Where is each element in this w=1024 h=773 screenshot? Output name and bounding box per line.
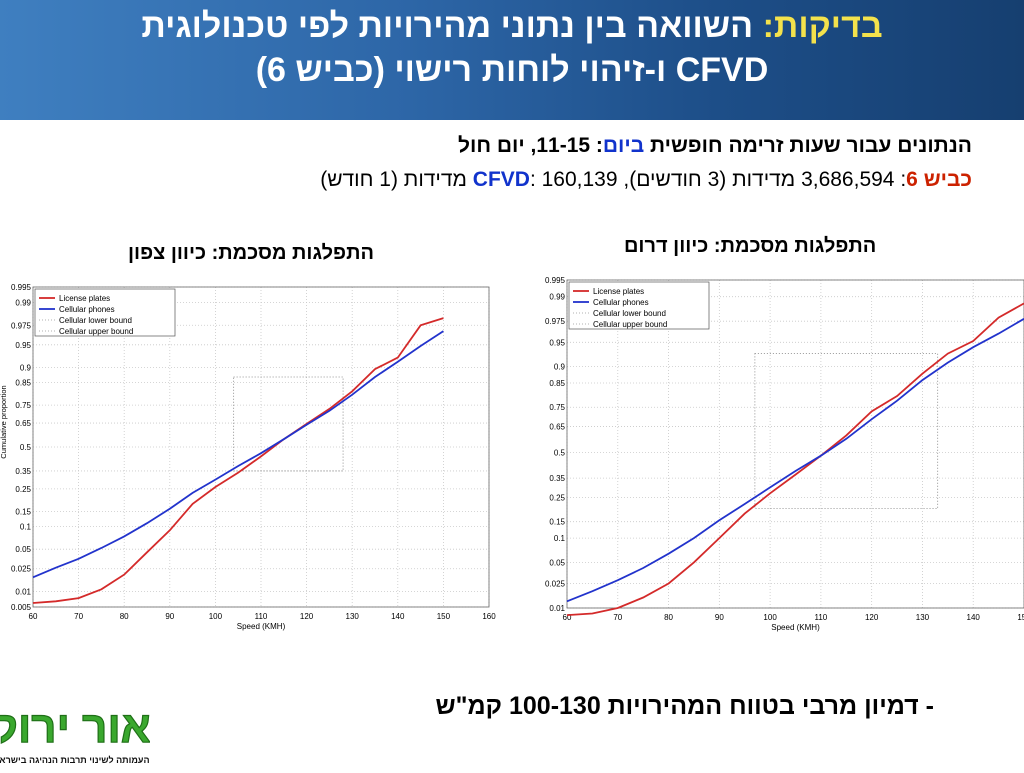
- south-y-tick-label: 0.35: [549, 474, 565, 483]
- north-y-tick-label: 0.975: [11, 321, 32, 330]
- south-y-tick-label: 0.9: [554, 363, 566, 372]
- north-y-tick-label: 0.025: [11, 565, 32, 574]
- north-y-tick-label: 0.1: [20, 523, 32, 532]
- north-y-tick-label: 0.5: [20, 443, 32, 452]
- north-series-license-plates: [32, 317, 444, 604]
- north-legend-box: [34, 288, 176, 337]
- info-line2-a: כביש 6: [906, 168, 972, 191]
- logo-graphic: אור ירוק העמותה לשינוי תרבות הנהיגה בישר…: [0, 702, 151, 765]
- south-legend-label: Cellular upper bound: [593, 320, 667, 329]
- south-y-tick-label: 0.01: [549, 604, 565, 613]
- north-legend-label: Cellular upper bound: [59, 327, 133, 336]
- info-line2-b: : 3,686,594 מדידות (3 חודשים),: [623, 168, 907, 191]
- north-bound-box: [233, 376, 344, 472]
- north-y-tick-label: 0.95: [15, 341, 31, 350]
- south-plot-area: [567, 280, 1024, 608]
- north-x-tick-label: 130: [346, 612, 360, 621]
- north-y-tick-label: 0.9: [20, 363, 32, 372]
- south-y-tick-label: 0.65: [549, 423, 565, 432]
- header-title-rest: השוואה בין נתוני מהירויות לפי טכנולוגית: [141, 7, 754, 45]
- south-bound-box: [754, 353, 939, 510]
- chart-north: 60 70 80 90 100 110 120 130 140 150 160 0.005 0.01 0.…: [0, 283, 496, 631]
- slide-header: בדיקות: השוואה בין נתוני מהירויות לפי טכ…: [0, 0, 1024, 120]
- south-x-tick-label: 130: [916, 613, 930, 622]
- south-y-tick-label: 0.85: [549, 379, 565, 388]
- north-y-tick-label: 0.75: [15, 401, 31, 410]
- north-legend-label: Cellular phones: [59, 305, 115, 314]
- north-y-tick-label: 0.65: [15, 419, 31, 428]
- logo-tagline: העמותה לשינוי תרבות הנהיגה בישראל: [0, 755, 150, 765]
- header-title-prefix: בדיקות:: [762, 7, 883, 45]
- south-x-tick-label: 70: [613, 613, 622, 622]
- north-x-tick-label: 140: [391, 612, 405, 621]
- north-y-tick-label: 0.25: [15, 485, 31, 494]
- south-x-tick-label: 60: [563, 613, 572, 622]
- south-y-tick-label: 0.99: [549, 293, 565, 302]
- south-y-tick-label: 0.75: [549, 403, 565, 412]
- south-legend-box: [568, 281, 710, 330]
- north-y-tick-label: 0.995: [11, 283, 32, 292]
- south-legend-label: Cellular phones: [593, 298, 649, 307]
- north-x-tick-label: 90: [165, 612, 174, 621]
- logo-wordmark: אור ירוק: [0, 703, 150, 752]
- info-line1-c: : 11-15, יום חול: [457, 134, 603, 157]
- south-y-tick-label: 0.25: [549, 493, 565, 502]
- north-x-tick-label: 60: [29, 612, 38, 621]
- south-y-tick-label: 0.95: [549, 338, 565, 347]
- south-series-license-plates: [566, 302, 1024, 616]
- north-y-tick-label: 0.05: [15, 545, 31, 554]
- bottom-note: - דמיון מרבי בטווח המהירויות 100-130 קמ"…: [435, 692, 934, 720]
- info-line-2: כביש 6: 3,686,594 מדידות (3 חודשים), CFV…: [320, 168, 972, 192]
- south-legend-label: License plates: [593, 287, 644, 296]
- north-x-axis-label: Speed (KMH): [237, 622, 286, 631]
- north-x-tick-label: 110: [255, 612, 268, 621]
- south-x-tick-label: 110: [815, 613, 828, 622]
- south-x-tick-label: 120: [865, 613, 879, 622]
- south-x-tick-label: 100: [763, 613, 777, 622]
- north-x-tick-label: 100: [209, 612, 223, 621]
- south-x-tick-label: 80: [664, 613, 673, 622]
- info-line2-d: : 160,139 מדידות (1 חודש): [320, 168, 618, 191]
- north-x-tick-label: 150: [437, 612, 451, 621]
- south-series-cellular-phones: [566, 318, 1024, 603]
- north-y-tick-label: 0.005: [11, 603, 32, 612]
- south-legend-label: Cellular lower bound: [593, 309, 666, 318]
- south-x-tick-label: 150: [1017, 613, 1024, 622]
- south-x-tick-label: 90: [715, 613, 724, 622]
- south-x-axis-label: Speed (KMH): [771, 623, 820, 632]
- north-legend-label: Cellular lower bound: [59, 316, 132, 325]
- or-yarok-logo: אור ירוק העמותה לשינוי תרבות הנהיגה בישר…: [0, 690, 151, 768]
- north-plot-frame: [32, 286, 490, 608]
- north-plot-title: התפלגות מסכמת: כיוון צפון: [128, 242, 374, 264]
- north-x-tick-label: 120: [300, 612, 314, 621]
- north-y-axis-label: Cumulative proportion: [0, 385, 8, 458]
- north-y-tick-label: 0.35: [15, 467, 31, 476]
- info-line2-c: CFVD: [472, 168, 530, 191]
- north-y-tick-label: 0.99: [15, 298, 31, 307]
- north-x-tick-label: 160: [482, 612, 496, 621]
- north-legend-label: License plates: [59, 294, 110, 303]
- header-title-line1: בדיקות: השוואה בין נתוני מהירויות לפי טכ…: [0, 6, 1024, 46]
- south-y-tick-label: 0.995: [545, 276, 566, 285]
- north-y-tick-label: 0.15: [15, 507, 31, 516]
- south-y-tick-label: 0.05: [549, 558, 565, 567]
- info-line-1: הנתונים עבור שעות זרימה חופשית ביום: 11-…: [458, 134, 972, 158]
- south-y-tick-label: 0.025: [545, 579, 566, 588]
- north-x-tick-label: 80: [120, 612, 129, 621]
- south-y-tick-label: 0.5: [554, 448, 566, 457]
- chart-south: 60 70 80 90 100 110 120 130 140 150 0.01 0.025 0.05 0…: [545, 276, 1024, 632]
- north-y-tick-label: 0.01: [15, 588, 31, 597]
- south-plot-title: התפלגות מסכמת: כיוון דרום: [624, 235, 877, 257]
- north-series-cellular-phones: [32, 330, 444, 579]
- south-plot-frame: [566, 279, 1024, 609]
- north-y-tick-label: 0.85: [15, 379, 31, 388]
- north-x-tick-label: 70: [74, 612, 83, 621]
- info-line1-b: ביום: [602, 134, 645, 157]
- header-title-line2: CFVD ו-זיהוי לוחות רישוי (כביש 6): [255, 51, 769, 89]
- south-x-tick-label: 140: [967, 613, 981, 622]
- info-line1-a: הנתונים עבור שעות זרימה חופשית: [649, 134, 972, 157]
- south-y-tick-label: 0.15: [549, 518, 565, 527]
- south-y-tick-label: 0.975: [545, 317, 566, 326]
- south-y-tick-label: 0.1: [554, 534, 566, 543]
